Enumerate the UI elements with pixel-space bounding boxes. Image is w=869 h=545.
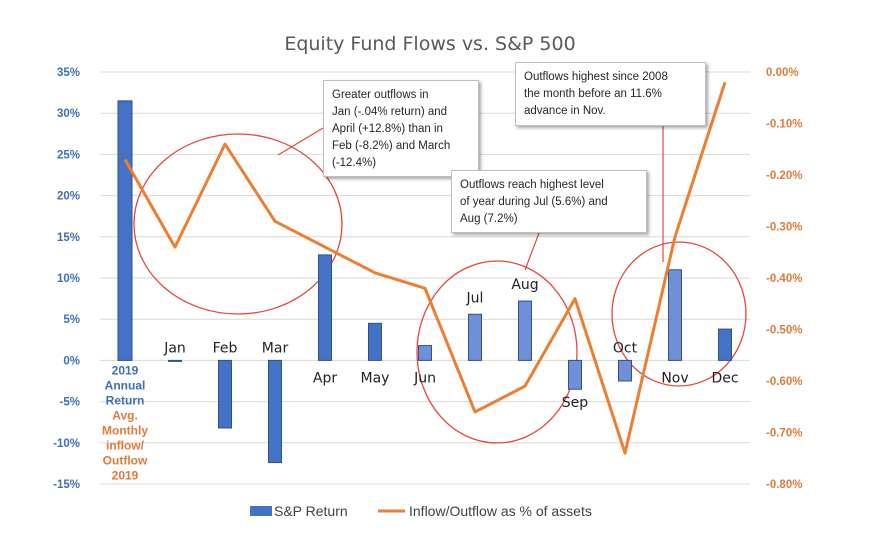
- left-tick-label: 25%: [57, 149, 80, 161]
- side-label-blue: Annual: [105, 378, 146, 392]
- highlight-circles: [133, 133, 747, 444]
- bar-jun: [418, 345, 432, 361]
- line-series: [123, 81, 727, 455]
- callout-line: April (+12.8%) than in: [332, 123, 443, 135]
- right-tick-label: -0.70%: [766, 428, 802, 440]
- callout-line: of year during Jul (5.6%) and: [460, 196, 608, 208]
- right-tick-label: -0.50%: [766, 325, 802, 337]
- callout-line: Greater outflows in: [332, 89, 429, 101]
- left-tick-label: 20%: [57, 191, 80, 203]
- highlight-circle: [133, 133, 343, 315]
- legend-label-bar: S&P Return: [274, 503, 348, 519]
- callout-line: Jan (-.04% return) and: [332, 106, 448, 118]
- highlight-circle: [611, 241, 747, 387]
- right-tick-label: -0.40%: [766, 273, 802, 285]
- bar-jul: [468, 313, 482, 361]
- bar-annual: [117, 100, 133, 361]
- right-tick-label: -0.10%: [766, 119, 802, 131]
- callout-line: (-12.4%): [332, 157, 377, 169]
- bar-feb: [218, 359, 232, 429]
- callout-oct-nov: Outflows highest since 2008 the month be…: [515, 62, 706, 126]
- category-label: Oct: [613, 340, 638, 356]
- bar-sep: [568, 359, 582, 390]
- category-label: Apr: [313, 370, 337, 386]
- left-tick-label: 0%: [63, 355, 80, 367]
- category-label: Jul: [466, 290, 484, 306]
- bar-oct: [618, 359, 632, 382]
- callout-line: Feb (-8.2%) and March: [332, 140, 451, 152]
- left-tick-label: 10%: [57, 273, 80, 285]
- left-tick-label: 5%: [63, 314, 80, 326]
- right-tick-label: -0.80%: [766, 479, 802, 491]
- right-axis-ticks: 0.00% -0.10% -0.20% -0.30% -0.40% -0.50% -0.60…: [766, 67, 802, 491]
- side-label-orange: Avg.: [112, 408, 138, 422]
- category-label: Nov: [661, 370, 688, 386]
- legend-label-line: Inflow/Outflow as % of assets: [409, 503, 592, 519]
- category-label: Mar: [262, 340, 289, 356]
- callout-connector: [524, 232, 540, 271]
- side-label-orange: Monthly: [102, 423, 148, 437]
- right-tick-label: 0.00%: [766, 67, 799, 79]
- bar-may: [368, 322, 382, 361]
- callout-line: advance in Nov.: [524, 105, 606, 117]
- callout-line: Aug (7.2%): [460, 213, 518, 225]
- side-labels: 2019AnnualReturnAvg.Monthlyinflow/Outflo…: [102, 363, 148, 482]
- callout-line: Outflows highest since 2008: [524, 71, 668, 83]
- bar-mar: [268, 359, 282, 464]
- inflow-outflow-line: [123, 81, 727, 455]
- category-label: Feb: [213, 340, 238, 356]
- category-label: Aug: [511, 277, 538, 293]
- callout-connectors: [277, 126, 664, 271]
- left-tick-label: -10%: [53, 438, 80, 450]
- left-tick-label: 30%: [57, 108, 80, 120]
- category-label: May: [361, 370, 390, 386]
- category-label: Sep: [562, 395, 589, 411]
- category-label: Dec: [711, 370, 738, 386]
- right-tick-label: -0.30%: [766, 222, 802, 234]
- bar-nov: [668, 269, 682, 361]
- left-axis-ticks: 35% 30% 25% 20% 15% 10% 5% 0% -5% -10% -15%: [53, 67, 80, 491]
- left-tick-label: 15%: [57, 232, 80, 244]
- right-tick-label: -0.60%: [766, 376, 802, 388]
- legend-swatch-bar: [250, 506, 272, 516]
- bar-apr: [318, 254, 332, 361]
- side-label-blue: Return: [106, 393, 145, 407]
- bar-dec: [718, 328, 732, 361]
- side-label-orange: inflow/: [106, 438, 145, 452]
- right-tick-label: -0.20%: [766, 170, 802, 182]
- left-tick-label: -15%: [53, 479, 80, 491]
- category-label: Jan: [163, 340, 186, 356]
- bar-aug: [518, 300, 532, 361]
- legend: S&P Return Inflow/Outflow as % of assets: [250, 503, 592, 519]
- side-label-blue: 2019: [112, 363, 139, 377]
- callout-line: Outflows reach highest level: [460, 179, 604, 191]
- category-label: Jun: [413, 370, 436, 386]
- highlight-circle: [416, 260, 578, 444]
- callout-connector: [277, 127, 324, 156]
- callout-jan-april: Greater outflows in Jan (-.04% return) a…: [323, 80, 479, 177]
- side-label-orange: 2019: [112, 468, 139, 482]
- side-label-orange: Outflow: [103, 453, 148, 467]
- callout-jul-aug: Outflows reach highest level of year dur…: [451, 170, 647, 233]
- category-labels: Jan Feb Mar Apr May Jun Jul Aug Sep Oct Nov Dec: [163, 277, 738, 411]
- left-tick-label: -5%: [60, 397, 80, 409]
- chart-title: Equity Fund Flows vs. S&P 500: [284, 33, 575, 55]
- left-tick-label: 35%: [57, 67, 80, 79]
- bar-jan: [168, 359, 182, 362]
- callout-line: the month before an 11.6%: [524, 88, 662, 100]
